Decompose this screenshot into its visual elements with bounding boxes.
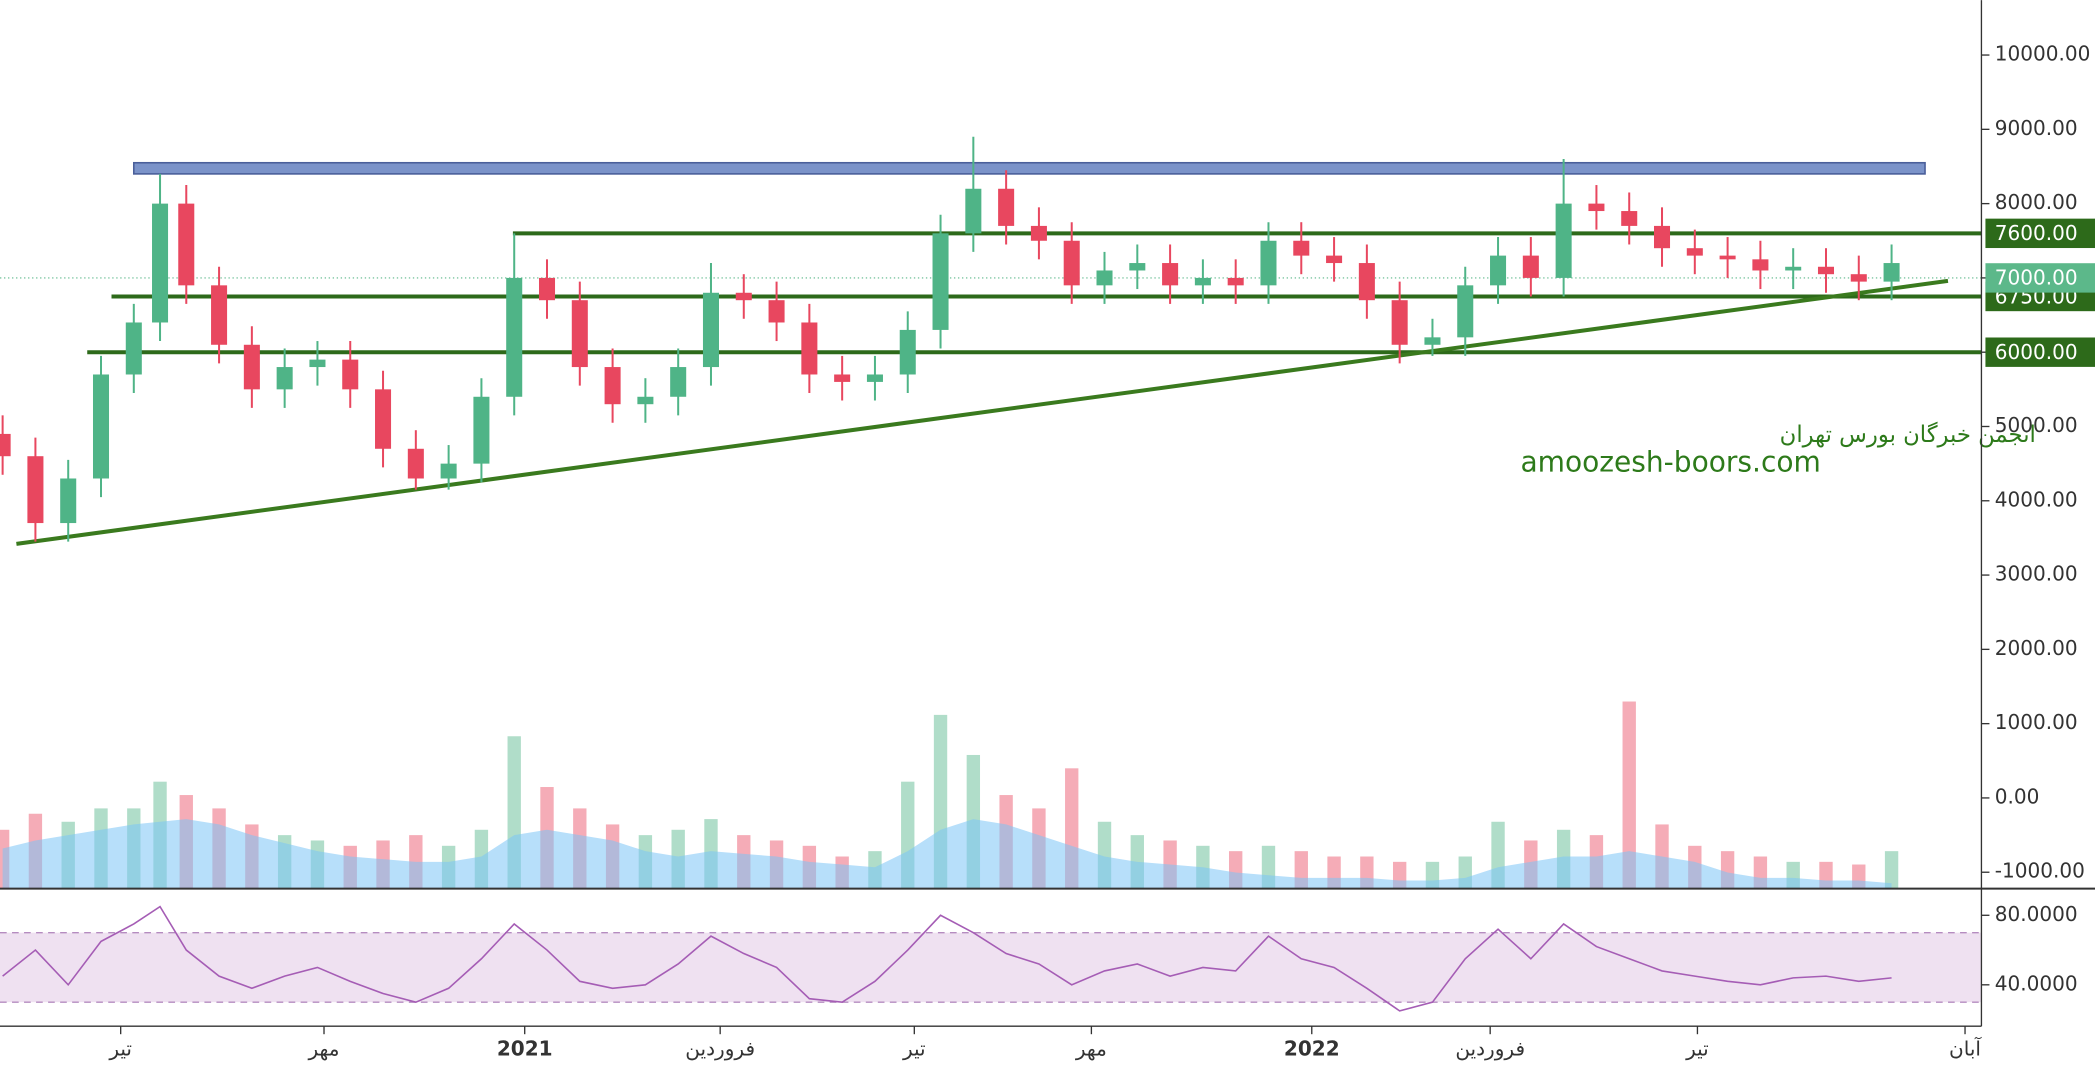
candle-body xyxy=(342,359,359,390)
candle-body xyxy=(1227,277,1244,286)
candle-body xyxy=(604,367,621,405)
current-price-label: 7000.00 xyxy=(1995,266,2078,290)
candle-body xyxy=(1194,277,1211,286)
candle-body xyxy=(735,292,752,301)
candle-body xyxy=(1752,259,1769,271)
candle-body xyxy=(866,374,883,382)
candle-body xyxy=(92,374,110,479)
y-tick-label: 3000.00 xyxy=(1995,562,2078,586)
x-tick-label: 2022 xyxy=(1284,1037,1340,1061)
level-box xyxy=(1985,218,2095,249)
candle-body xyxy=(1522,255,1539,278)
x-tick-label: فروردین xyxy=(685,1037,755,1061)
candle-body xyxy=(1719,255,1736,260)
candle-body xyxy=(670,367,687,397)
y-tick-label: 10000.00 xyxy=(1995,42,2091,66)
candle-body xyxy=(1588,203,1605,212)
watermark-text: انجمن خبرگان بورس تهران xyxy=(1780,421,2036,448)
candle-body xyxy=(1686,248,1703,256)
candle-body xyxy=(309,359,326,368)
current-price-box xyxy=(1985,263,2095,293)
rsi-line xyxy=(2,905,1892,1012)
candle-body xyxy=(178,203,195,286)
x-tick-label: تیر xyxy=(1685,1037,1709,1061)
candle-body xyxy=(1358,263,1375,301)
candle-body xyxy=(1817,266,1835,275)
candle-body xyxy=(1391,300,1408,345)
candle-body xyxy=(243,344,260,390)
y-tick-label: 5000.00 xyxy=(1995,413,2078,437)
candle-body xyxy=(1096,270,1113,286)
candle-body xyxy=(1129,263,1146,271)
candle-body xyxy=(60,478,77,524)
volume-ma-area xyxy=(2,819,1892,889)
candle-body xyxy=(1653,225,1671,249)
candle-body xyxy=(1490,255,1507,286)
candle-body xyxy=(1621,211,1638,226)
level-label: 7600.00 xyxy=(1995,221,2078,245)
x-tick-label: مهر xyxy=(307,1037,339,1061)
candle-body xyxy=(1555,203,1572,278)
candle-body xyxy=(834,374,851,382)
rsi-tick-label: 40.0000 xyxy=(1995,971,2078,995)
candle-body xyxy=(1326,255,1343,264)
level-box xyxy=(1985,337,2095,367)
candle-body xyxy=(899,329,916,375)
candle-body xyxy=(1260,240,1277,286)
candle-body xyxy=(211,285,228,345)
level-label: 6000.00 xyxy=(1995,340,2078,364)
candle-body xyxy=(27,456,44,524)
candle-body xyxy=(702,292,719,368)
candle-body xyxy=(506,277,523,397)
candle-body xyxy=(1457,285,1474,338)
candle-body xyxy=(276,367,293,390)
rsi-tick-label: 80.0000 xyxy=(1995,902,2078,926)
candle-body xyxy=(473,396,490,464)
y-tick-label: 4000.00 xyxy=(1995,487,2078,511)
candle-body xyxy=(801,322,818,375)
price-pane xyxy=(0,136,1982,889)
y-tick-label: 2000.00 xyxy=(1995,636,2078,660)
x-tick-label: تیر xyxy=(108,1037,132,1061)
x-tick-label: مهر xyxy=(1075,1037,1107,1061)
candle-body xyxy=(152,203,169,323)
x-tick-label: فروردین xyxy=(1455,1037,1525,1061)
candle-body xyxy=(1293,240,1310,256)
candle-body xyxy=(1030,225,1047,241)
candle-body xyxy=(1785,266,1802,271)
candle-body xyxy=(1850,274,1867,282)
volume-bar xyxy=(1622,701,1636,889)
candle-body xyxy=(407,448,424,479)
candle-body xyxy=(932,233,949,330)
candle-body xyxy=(0,433,11,457)
volume-bar xyxy=(1884,851,1899,889)
candle-body xyxy=(1424,337,1441,345)
y-tick-label: 0.00 xyxy=(1995,784,2040,808)
y-tick-label: 9000.00 xyxy=(1995,116,2078,140)
candle-body xyxy=(375,389,392,449)
trendline xyxy=(16,278,1949,546)
candle-body xyxy=(768,300,785,323)
x-tick-label: 2021 xyxy=(497,1037,553,1061)
resistance-zone xyxy=(132,161,1926,175)
y-tick-label: 1000.00 xyxy=(1995,710,2078,734)
candle-body xyxy=(998,188,1015,226)
y-tick-label: 8000.00 xyxy=(1995,190,2078,214)
candle-body xyxy=(1883,263,1900,282)
x-tick-label: تیر xyxy=(902,1037,926,1061)
candle-body xyxy=(1063,240,1080,286)
candle-body xyxy=(965,188,982,234)
candle-body xyxy=(538,277,556,301)
candle-body xyxy=(125,322,142,375)
candle-body xyxy=(440,463,457,479)
candle-body xyxy=(571,300,588,368)
candle-body xyxy=(1162,263,1179,286)
y-tick-label: -1000.00 xyxy=(1995,859,2085,883)
x-tick-label: آبان xyxy=(1949,1036,1982,1061)
candle-body xyxy=(637,396,654,405)
watermark-url: amoozesh-boors.com xyxy=(1520,446,1820,479)
